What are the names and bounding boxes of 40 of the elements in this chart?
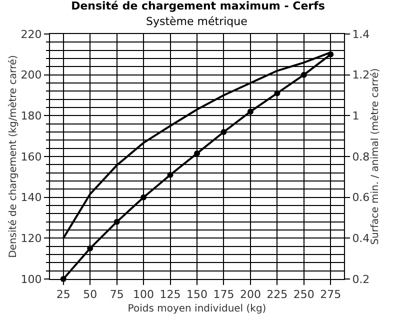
y2-tick-label: 0.6 bbox=[352, 191, 370, 204]
y2-tick-label: 0.8 bbox=[352, 150, 370, 164]
y2-tick-label: 1.2 bbox=[352, 68, 370, 82]
point bbox=[220, 129, 227, 135]
point bbox=[247, 108, 254, 115]
y-tick-label: 180 bbox=[20, 110, 42, 123]
y-tick-label: 100 bbox=[20, 272, 42, 286]
point bbox=[114, 218, 120, 225]
point bbox=[300, 72, 307, 78]
y2-tick-label: 1 bbox=[352, 110, 360, 123]
point bbox=[140, 194, 147, 200]
x-tick-label: 250 bbox=[293, 288, 314, 302]
x-tick-label: 125 bbox=[160, 288, 181, 302]
x-tick-label: 75 bbox=[110, 288, 124, 302]
x-tick-label: 275 bbox=[320, 288, 342, 302]
x-tick-label: 175 bbox=[213, 288, 234, 302]
y-tick-label: 200 bbox=[20, 68, 42, 82]
x-tick-label: 100 bbox=[133, 288, 154, 302]
point bbox=[194, 150, 200, 156]
y-tick-label: 160 bbox=[20, 150, 42, 164]
y2-tick-label: 1.4 bbox=[352, 28, 370, 41]
chart-title: Densité de chargement maximum - Cerfs bbox=[71, 0, 326, 12]
x-tick-label: 150 bbox=[186, 288, 208, 302]
y-axis-title: Densité de chargement (kg/mètre carré) bbox=[8, 55, 19, 258]
y-tick-label: 120 bbox=[20, 232, 42, 246]
x-tick-label: 200 bbox=[240, 288, 261, 302]
y-tick-label: 140 bbox=[20, 191, 42, 204]
x-axis-title: Poids moyen individuel (kg) bbox=[128, 304, 266, 315]
point bbox=[87, 245, 94, 252]
y-tick-label: 220 bbox=[20, 28, 42, 41]
chart-subtitle: Système métrique bbox=[146, 15, 248, 28]
point bbox=[328, 51, 334, 58]
point bbox=[274, 90, 280, 96]
x-tick-label: 50 bbox=[83, 288, 98, 302]
y2-axis-title: Surface min. / animal (mètre carré) bbox=[370, 68, 382, 245]
y2-tick-label: 0.4 bbox=[352, 232, 370, 246]
point bbox=[167, 172, 174, 178]
x-tick-label: 225 bbox=[266, 288, 288, 302]
y2-tick-label: 0.2 bbox=[352, 272, 370, 286]
x-tick-label: 25 bbox=[56, 288, 70, 302]
